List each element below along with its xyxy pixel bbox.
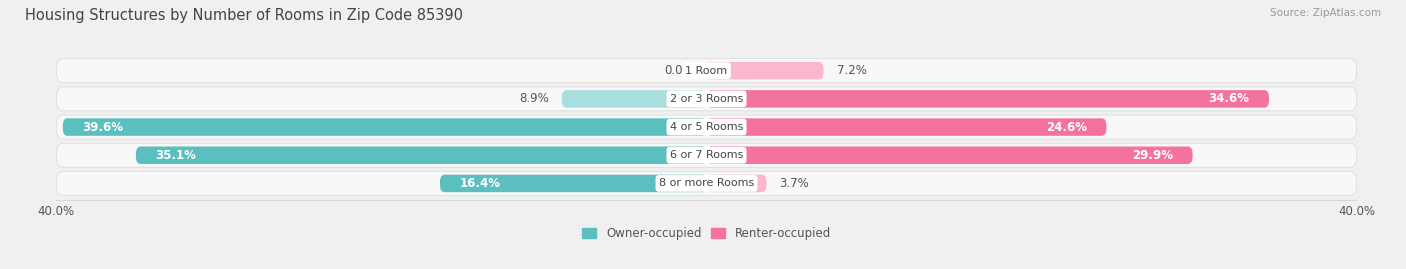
- Text: 16.4%: 16.4%: [460, 177, 501, 190]
- FancyBboxPatch shape: [136, 147, 707, 164]
- FancyBboxPatch shape: [63, 118, 707, 136]
- FancyBboxPatch shape: [56, 59, 1357, 83]
- FancyBboxPatch shape: [440, 175, 707, 192]
- Text: 8.9%: 8.9%: [519, 92, 548, 105]
- FancyBboxPatch shape: [56, 115, 1357, 139]
- Text: 6 or 7 Rooms: 6 or 7 Rooms: [669, 150, 744, 160]
- FancyBboxPatch shape: [56, 171, 1357, 195]
- FancyBboxPatch shape: [707, 62, 824, 79]
- Text: 2 or 3 Rooms: 2 or 3 Rooms: [669, 94, 744, 104]
- Text: 34.6%: 34.6%: [1209, 92, 1250, 105]
- Text: 35.1%: 35.1%: [156, 149, 197, 162]
- Text: Housing Structures by Number of Rooms in Zip Code 85390: Housing Structures by Number of Rooms in…: [25, 8, 464, 23]
- Text: 7.2%: 7.2%: [837, 64, 866, 77]
- Text: 1 Room: 1 Room: [686, 66, 727, 76]
- FancyBboxPatch shape: [707, 90, 1270, 108]
- Text: 8 or more Rooms: 8 or more Rooms: [659, 178, 754, 188]
- FancyBboxPatch shape: [56, 143, 1357, 167]
- FancyBboxPatch shape: [707, 175, 766, 192]
- Text: 39.6%: 39.6%: [82, 121, 124, 134]
- FancyBboxPatch shape: [56, 87, 1357, 111]
- Text: 29.9%: 29.9%: [1132, 149, 1173, 162]
- FancyBboxPatch shape: [707, 118, 1107, 136]
- Text: Source: ZipAtlas.com: Source: ZipAtlas.com: [1270, 8, 1381, 18]
- Text: 24.6%: 24.6%: [1046, 121, 1087, 134]
- Text: 0.0%: 0.0%: [664, 64, 693, 77]
- Text: 4 or 5 Rooms: 4 or 5 Rooms: [669, 122, 744, 132]
- FancyBboxPatch shape: [707, 147, 1192, 164]
- FancyBboxPatch shape: [562, 90, 707, 108]
- Text: 3.7%: 3.7%: [780, 177, 810, 190]
- Legend: Owner-occupied, Renter-occupied: Owner-occupied, Renter-occupied: [582, 227, 831, 240]
